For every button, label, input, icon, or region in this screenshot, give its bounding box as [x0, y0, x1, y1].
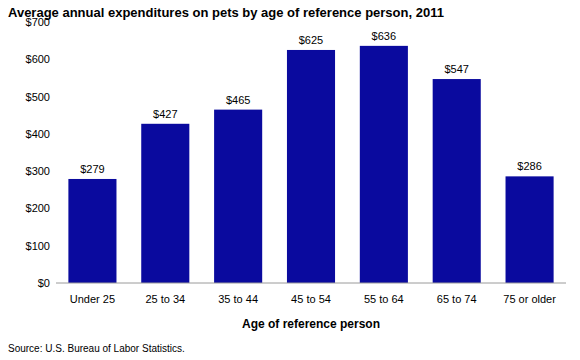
- chart-container: Average annual expenditures on pets by a…: [0, 0, 580, 360]
- data-label: $547: [444, 63, 468, 75]
- y-tick-label: $700: [26, 16, 50, 28]
- bar: [141, 124, 189, 283]
- x-tick-label: 65 to 74: [437, 293, 477, 305]
- y-tick: [53, 133, 56, 134]
- x-tick-label: Under 25: [70, 293, 115, 305]
- y-tick: [53, 171, 56, 172]
- y-tick-label: $400: [26, 128, 50, 140]
- y-tick-label: $0: [38, 277, 50, 289]
- bars: [68, 46, 553, 283]
- y-tick-label: $300: [26, 165, 50, 177]
- x-tick-label: 25 to 34: [145, 293, 185, 305]
- x-tick-label: 35 to 44: [218, 293, 258, 305]
- y-tick: [53, 208, 56, 209]
- y-tick: [53, 245, 56, 246]
- bar: [360, 46, 408, 283]
- chart-svg: Average annual expenditures on pets by a…: [0, 0, 580, 360]
- y-tick: [53, 22, 56, 23]
- x-axis-label: Age of reference person: [242, 317, 380, 331]
- bar: [287, 50, 335, 283]
- x-tick-label: 55 to 64: [364, 293, 404, 305]
- y-tick-label: $500: [26, 91, 50, 103]
- y-tick-label: $100: [26, 240, 50, 252]
- bar: [433, 79, 481, 283]
- data-label: $636: [372, 30, 396, 42]
- title: Average annual expenditures on pets by a…: [8, 5, 444, 20]
- data-label: $279: [80, 163, 104, 175]
- data-label: $286: [517, 160, 541, 172]
- y-tick-label: $600: [26, 53, 50, 65]
- x-axis-line: [56, 283, 566, 284]
- data-label: $465: [226, 94, 250, 106]
- bar: [68, 179, 116, 283]
- bar: [506, 176, 554, 283]
- y-tick: [53, 283, 56, 284]
- y-tick: [53, 59, 56, 60]
- data-label: $427: [153, 108, 177, 120]
- data-label: $625: [299, 34, 323, 46]
- y-tick: [53, 96, 56, 97]
- y-tick-label: $200: [26, 202, 50, 214]
- source-note: Source: U.S. Bureau of Labor Statistics.: [8, 343, 185, 354]
- bar: [214, 110, 262, 283]
- x-tick-label: 45 to 54: [291, 293, 331, 305]
- x-tick-label: 75 or older: [503, 293, 556, 305]
